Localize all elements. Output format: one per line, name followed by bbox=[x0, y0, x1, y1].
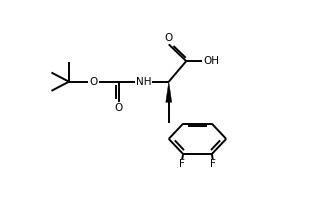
Text: O: O bbox=[115, 103, 123, 113]
Text: O: O bbox=[90, 77, 98, 87]
Text: O: O bbox=[165, 33, 173, 43]
Polygon shape bbox=[166, 82, 172, 102]
Text: F: F bbox=[179, 159, 185, 169]
Text: NH: NH bbox=[136, 77, 152, 87]
Text: OH: OH bbox=[203, 56, 219, 66]
Text: F: F bbox=[210, 159, 216, 169]
